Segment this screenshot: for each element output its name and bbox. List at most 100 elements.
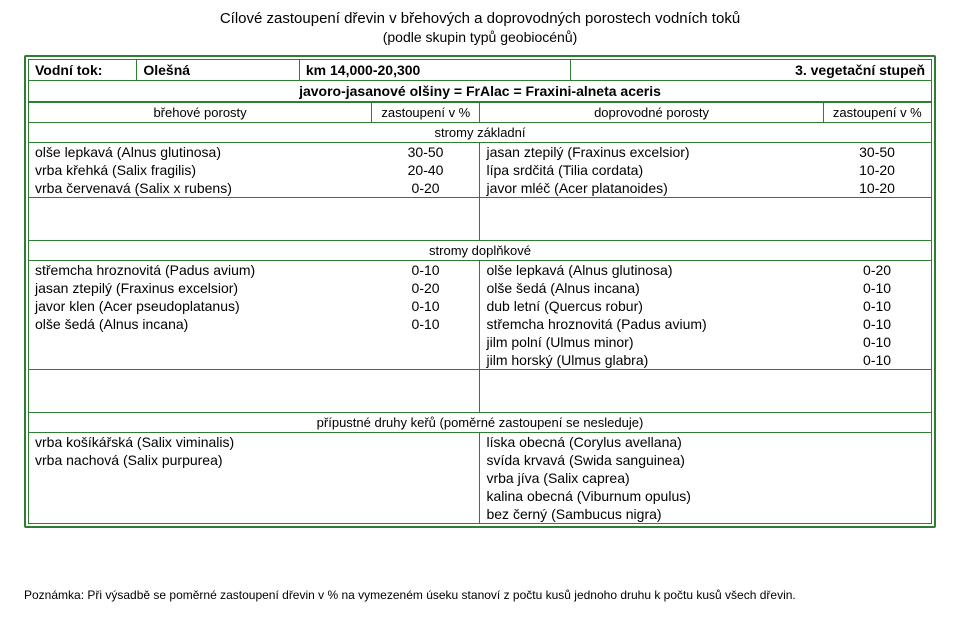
subheader-row: břehové porosty zastoupení v % doprovodn… (29, 103, 932, 123)
table-row: jasan ztepilý (Fraxinus excelsior)0-20ol… (29, 279, 932, 297)
pct-label-right: zastoupení v % (823, 103, 931, 123)
page-subtitle: (podle skupin typů geobiocénů) (24, 29, 936, 45)
species-left: olše šedá (Alnus incana) (29, 315, 372, 333)
value-left (372, 451, 480, 469)
km-range: km 14,000-20,300 (299, 60, 570, 81)
value-right (823, 487, 931, 505)
page-title: Cílové zastoupení dřevin v břehových a d… (24, 10, 936, 27)
species-right: jilm polní (Ulmus minor) (480, 333, 823, 351)
species-right: líska obecná (Corylus avellana) (480, 433, 823, 451)
section-band-shrubs: přípustné druhy keřů (poměrné zastoupení… (28, 413, 932, 433)
value-right: 10-20 (823, 179, 931, 198)
suppl-body: střemcha hroznovitá (Padus avium)0-10olš… (29, 261, 932, 370)
value-left: 30-50 (372, 143, 480, 161)
header-row-2: javoro-jasanové olšiny = FrAlac = Fraxin… (29, 81, 932, 102)
section-band-basic: stromy základní (28, 123, 932, 143)
table-row: olše lepkavá (Alnus glutinosa)30-50jasan… (29, 143, 932, 161)
value-right (823, 451, 931, 469)
species-right: bez černý (Sambucus nigra) (480, 505, 823, 524)
data-table-basic: olše lepkavá (Alnus glutinosa)30-50jasan… (28, 143, 932, 198)
species-left: střemcha hroznovitá (Padus avium) (29, 261, 372, 279)
species-left: vrba nachová (Salix purpurea) (29, 451, 372, 469)
species-right: olše lepkavá (Alnus glutinosa) (480, 261, 823, 279)
value-right (823, 469, 931, 487)
stream-label: Vodní tok: (29, 60, 137, 81)
value-right (823, 505, 931, 524)
species-left: vrba košíkářská (Salix viminalis) (29, 433, 372, 451)
value-right: 30-50 (823, 143, 931, 161)
basic-body: olše lepkavá (Alnus glutinosa)30-50jasan… (29, 143, 932, 198)
table-row: vrba jíva (Salix caprea) (29, 469, 932, 487)
header-table: Vodní tok: Olešná km 14,000-20,300 3. ve… (28, 59, 932, 102)
data-table-suppl: střemcha hroznovitá (Padus avium)0-10olš… (28, 261, 932, 370)
species-left: olše lepkavá (Alnus glutinosa) (29, 143, 372, 161)
value-right: 0-20 (823, 261, 931, 279)
species-right: vrba jíva (Salix caprea) (480, 469, 823, 487)
footnote: Poznámka: Při výsadbě se poměrné zastoup… (24, 588, 936, 602)
value-left: 20-40 (372, 161, 480, 179)
species-right: střemcha hroznovitá (Padus avium) (480, 315, 823, 333)
value-left (372, 333, 480, 351)
table-row: vrba košíkářská (Salix viminalis) líska o… (29, 433, 932, 451)
shrubs-body: vrba košíkářská (Salix viminalis) líska o… (29, 433, 932, 524)
spacer-2 (28, 370, 932, 413)
value-left (372, 351, 480, 370)
value-left: 0-10 (372, 297, 480, 315)
species-right: jilm horský (Ulmus glabra) (480, 351, 823, 370)
pct-label-left: zastoupení v % (372, 103, 480, 123)
table-row: bez černý (Sambucus nigra) (29, 505, 932, 524)
spacer-row (29, 370, 932, 413)
table-row: vrba nachová (Salix purpurea) svída krvav… (29, 451, 932, 469)
species-right: lípa srdčitá (Tilia cordata) (480, 161, 823, 179)
value-left (372, 433, 480, 451)
species-right: jasan ztepilý (Fraxinus excelsior) (480, 143, 823, 161)
page: Cílové zastoupení dřevin v břehových a d… (0, 0, 960, 622)
main-box: Vodní tok: Olešná km 14,000-20,300 3. ve… (24, 55, 936, 528)
value-right (823, 433, 931, 451)
spacer-row (29, 198, 932, 241)
value-left (372, 505, 480, 524)
species-left: vrba červenavá (Salix x rubens) (29, 179, 372, 198)
spacer-1 (28, 198, 932, 241)
value-left: 0-10 (372, 315, 480, 333)
value-right: 0-10 (823, 279, 931, 297)
accomp-label: doprovodné porosty (480, 103, 823, 123)
section-band-suppl: stromy doplňkové (28, 241, 932, 261)
species-right: dub letní (Quercus robur) (480, 297, 823, 315)
table-row: jilm polní (Ulmus minor)0-10 (29, 333, 932, 351)
table-row: jilm horský (Ulmus glabra)0-10 (29, 351, 932, 370)
species-left (29, 487, 372, 505)
association: javoro-jasanové olšiny = FrAlac = Fraxin… (29, 81, 932, 102)
species-left: jasan ztepilý (Fraxinus excelsior) (29, 279, 372, 297)
bank-label: břehové porosty (29, 103, 372, 123)
species-right: olše šedá (Alnus incana) (480, 279, 823, 297)
species-left (29, 505, 372, 524)
value-left: 0-20 (372, 279, 480, 297)
value-right: 0-10 (823, 351, 931, 370)
table-row: vrba červenavá (Salix x rubens)0-20javor… (29, 179, 932, 198)
value-right: 0-10 (823, 297, 931, 315)
value-right: 0-10 (823, 333, 931, 351)
species-right: svída krvavá (Swida sanguinea) (480, 451, 823, 469)
value-left: 0-20 (372, 179, 480, 198)
value-left (372, 487, 480, 505)
species-right: javor mléč (Acer platanoides) (480, 179, 823, 198)
value-left: 0-10 (372, 261, 480, 279)
value-left (372, 469, 480, 487)
species-left: vrba křehká (Salix fragilis) (29, 161, 372, 179)
table-row: javor klen (Acer pseudoplatanus)0-10dub … (29, 297, 932, 315)
species-right: kalina obecná (Viburnum opulus) (480, 487, 823, 505)
data-table-shrubs: vrba košíkářská (Salix viminalis) líska o… (28, 433, 932, 524)
value-right: 0-10 (823, 315, 931, 333)
species-left: javor klen (Acer pseudoplatanus) (29, 297, 372, 315)
species-left (29, 351, 372, 370)
header-row-1: Vodní tok: Olešná km 14,000-20,300 3. ve… (29, 60, 932, 81)
value-right: 10-20 (823, 161, 931, 179)
veg-grade: 3. vegetační stupeň (570, 60, 931, 81)
table-row: olše šedá (Alnus incana)0-10střemcha hro… (29, 315, 932, 333)
species-left (29, 333, 372, 351)
stream-name: Olešná (137, 60, 300, 81)
table-row: vrba křehká (Salix fragilis)20-40lípa sr… (29, 161, 932, 179)
table-row: střemcha hroznovitá (Padus avium)0-10olš… (29, 261, 932, 279)
subheader-table: břehové porosty zastoupení v % doprovodn… (28, 102, 932, 123)
